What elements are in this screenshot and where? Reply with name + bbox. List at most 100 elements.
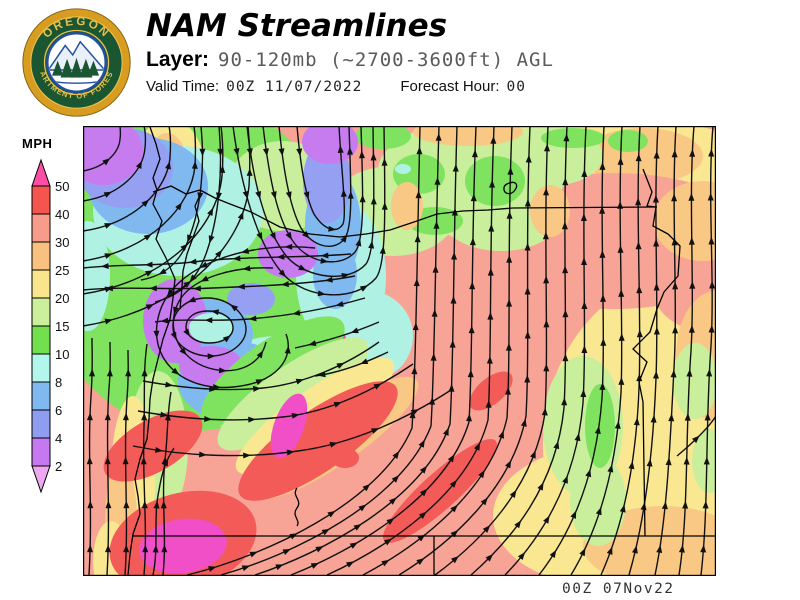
flow-arrow	[179, 347, 187, 356]
flow-arrow	[191, 161, 198, 169]
legend-arrow-above-max	[31, 158, 51, 187]
flow-arrow	[652, 194, 659, 203]
flow-arrow	[282, 549, 291, 555]
forecast-hour-value: 00	[506, 78, 526, 95]
flow-arrow	[600, 338, 607, 346]
streamline	[470, 126, 568, 576]
legend-tick-label: 25	[55, 263, 69, 278]
flow-arrow	[144, 270, 154, 277]
flow-arrow	[466, 413, 473, 422]
flow-arrow	[628, 461, 635, 470]
flow-arrow	[213, 384, 221, 390]
flow-arrow	[489, 179, 496, 188]
flow-arrow	[650, 414, 657, 423]
layer-line: Layer: 90-120mb (~2700-3600ft) AGL	[146, 48, 554, 72]
flow-arrow	[337, 145, 344, 154]
flow-arrow	[524, 330, 531, 339]
flow-arrow	[183, 328, 190, 337]
flow-arrow	[635, 241, 642, 250]
flow-arrow	[252, 385, 261, 392]
flow-arrow	[328, 225, 337, 232]
flow-arrow	[170, 331, 177, 341]
flow-arrow	[707, 192, 714, 201]
flow-arrow	[103, 191, 112, 198]
flow-arrow	[524, 286, 531, 295]
flow-arrow	[335, 300, 344, 307]
speed-region-orange	[653, 181, 716, 261]
flow-arrow	[646, 458, 653, 467]
speed-region-red	[238, 381, 398, 501]
streamline	[83, 275, 356, 291]
flow-arrow	[607, 464, 614, 473]
flow-arrow	[165, 381, 174, 388]
valid-time-label: Valid Time:	[146, 77, 220, 95]
flow-arrow	[317, 290, 326, 297]
flow-arrow	[349, 542, 358, 549]
speed-region-green	[541, 128, 605, 148]
speed-region-orange	[391, 182, 423, 230]
flow-arrow	[145, 304, 154, 311]
legend-tick-label: 4	[55, 431, 62, 446]
flow-arrow	[703, 456, 710, 465]
flow-arrow	[370, 196, 377, 205]
flow-arrow	[373, 383, 382, 390]
legend-segment	[31, 437, 51, 467]
legend-segment	[31, 185, 51, 215]
streamline	[155, 246, 316, 389]
flow-arrow	[470, 193, 477, 202]
flow-arrow	[292, 309, 301, 316]
flow-arrow	[524, 198, 531, 207]
streamline	[185, 310, 234, 344]
flow-arrow	[155, 446, 164, 453]
flow-arrow	[275, 564, 284, 571]
flow-arrow	[599, 382, 606, 390]
flow-arrow	[431, 309, 438, 317]
flow-arrow	[370, 152, 377, 161]
flow-arrow	[142, 544, 149, 553]
flow-arrow	[416, 146, 423, 155]
layer-value: 90-120mb (~2700-3600ft) AGL	[218, 48, 554, 71]
legend-segment	[31, 325, 51, 355]
flow-arrow	[86, 456, 93, 465]
flow-arrow	[303, 191, 310, 200]
flow-arrow	[450, 504, 458, 513]
flow-arrow	[672, 281, 679, 290]
flow-arrow	[161, 544, 168, 553]
flow-arrow	[665, 457, 672, 466]
flow-arrow	[241, 247, 250, 254]
flow-arrow	[410, 409, 419, 416]
flow-arrow	[525, 154, 532, 163]
flow-arrow	[635, 197, 642, 206]
flow-arrow	[688, 237, 695, 245]
flow-arrow	[362, 483, 371, 492]
flow-arrow	[359, 285, 368, 292]
flow-arrow	[543, 515, 550, 524]
flow-arrow	[336, 362, 345, 369]
flow-arrow	[296, 148, 303, 157]
flow-arrow	[668, 413, 675, 422]
flow-arrow	[449, 339, 456, 348]
flow-arrow	[580, 389, 587, 398]
flow-arrow	[486, 355, 493, 364]
flow-arrow	[379, 246, 386, 254]
flow-arrow	[409, 410, 416, 419]
valid-time-value: 00Z 11/07/2022	[226, 78, 363, 95]
flow-arrow	[543, 363, 550, 372]
flow-arrow	[105, 285, 113, 292]
flow-arrow	[140, 456, 147, 465]
flow-arrow	[180, 243, 189, 252]
flow-arrow	[451, 251, 458, 260]
flow-arrow	[580, 213, 587, 222]
flow-arrow	[123, 544, 130, 553]
flow-arrow	[218, 367, 227, 374]
flow-arrow	[618, 333, 625, 341]
time-line: Valid Time: 00Z 11/07/2022 Forecast Hour…	[146, 78, 554, 95]
flow-arrow	[617, 157, 624, 165]
streamline	[398, 126, 531, 576]
legend-tick-label: 10	[55, 347, 69, 362]
flow-arrow	[246, 148, 253, 157]
flow-arrow	[193, 285, 201, 292]
flow-arrow	[329, 441, 338, 448]
flow-arrow	[631, 545, 638, 554]
legend-tick-label: 50	[55, 179, 69, 194]
